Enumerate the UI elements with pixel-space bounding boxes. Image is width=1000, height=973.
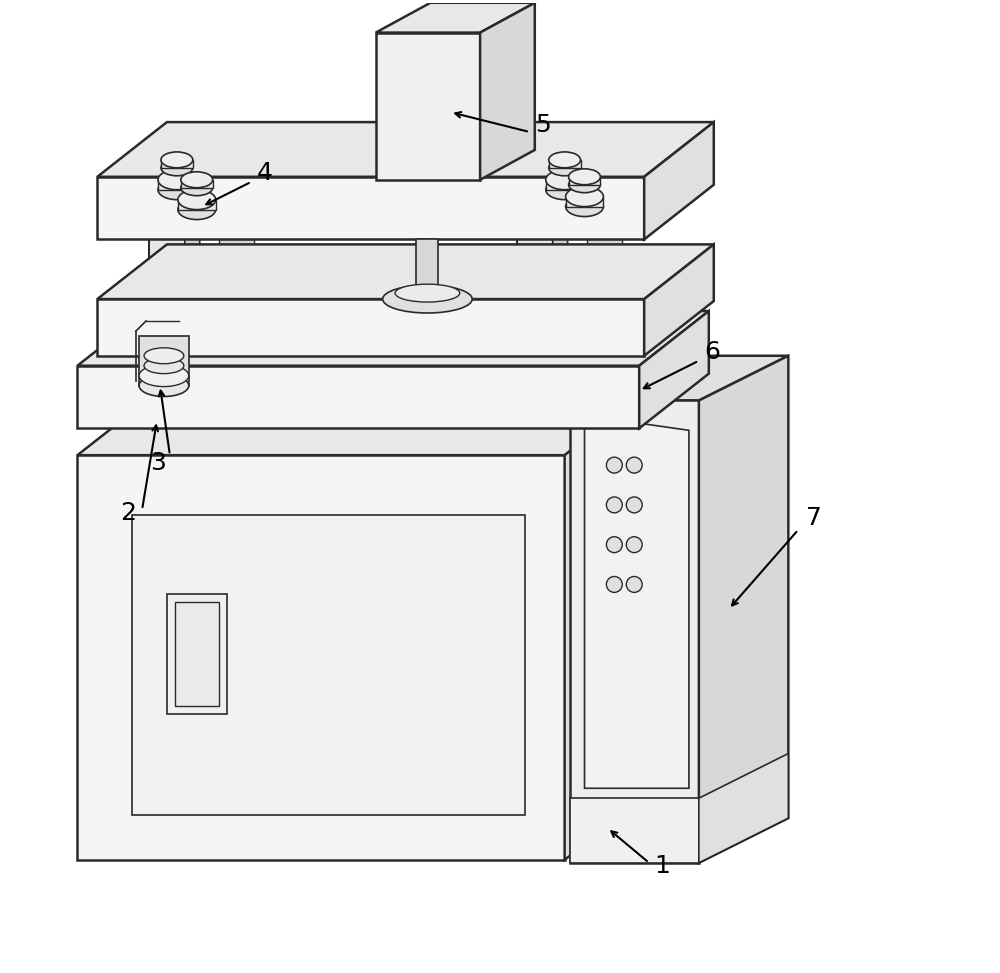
Ellipse shape [395, 284, 460, 302]
Polygon shape [639, 311, 709, 428]
Polygon shape [565, 401, 634, 860]
Ellipse shape [549, 160, 581, 176]
Ellipse shape [181, 180, 213, 196]
Circle shape [606, 537, 622, 553]
Ellipse shape [566, 197, 603, 217]
Polygon shape [161, 160, 193, 167]
Polygon shape [480, 3, 535, 180]
Text: 7: 7 [806, 506, 822, 529]
Ellipse shape [139, 365, 189, 386]
Polygon shape [158, 180, 196, 190]
Ellipse shape [566, 187, 603, 206]
Polygon shape [644, 244, 714, 356]
Polygon shape [97, 177, 644, 239]
Circle shape [626, 576, 642, 593]
Ellipse shape [383, 285, 472, 313]
Polygon shape [644, 122, 714, 239]
Polygon shape [587, 239, 622, 366]
Polygon shape [585, 415, 689, 788]
Ellipse shape [158, 180, 196, 199]
Polygon shape [376, 33, 480, 180]
Ellipse shape [161, 160, 193, 176]
Circle shape [626, 457, 642, 473]
Ellipse shape [569, 177, 600, 193]
Ellipse shape [161, 152, 193, 167]
Text: 4: 4 [256, 161, 272, 185]
Polygon shape [139, 336, 189, 385]
Polygon shape [546, 180, 584, 190]
Ellipse shape [549, 152, 581, 167]
Text: 2: 2 [120, 501, 136, 524]
Ellipse shape [546, 180, 584, 199]
Polygon shape [185, 211, 200, 366]
Polygon shape [132, 515, 525, 815]
Polygon shape [566, 197, 603, 206]
Polygon shape [219, 239, 254, 366]
Polygon shape [376, 3, 535, 33]
Polygon shape [570, 401, 699, 863]
Polygon shape [175, 602, 219, 705]
Circle shape [606, 497, 622, 513]
Polygon shape [77, 366, 639, 428]
Ellipse shape [144, 347, 184, 364]
Circle shape [626, 537, 642, 553]
Polygon shape [553, 211, 568, 366]
Polygon shape [97, 122, 714, 177]
Ellipse shape [546, 170, 584, 190]
Polygon shape [97, 299, 644, 356]
Polygon shape [569, 177, 600, 185]
Ellipse shape [178, 199, 216, 220]
Text: 6: 6 [704, 340, 720, 364]
Polygon shape [97, 244, 714, 299]
Circle shape [626, 497, 642, 513]
Ellipse shape [181, 172, 213, 188]
Ellipse shape [158, 170, 196, 190]
Text: 1: 1 [654, 853, 670, 878]
Polygon shape [549, 160, 581, 167]
Ellipse shape [139, 375, 189, 397]
Text: 3: 3 [150, 451, 166, 475]
Polygon shape [699, 356, 788, 863]
Circle shape [606, 457, 622, 473]
Circle shape [606, 576, 622, 593]
Polygon shape [178, 199, 216, 209]
Polygon shape [416, 239, 438, 299]
Polygon shape [77, 311, 709, 366]
Polygon shape [167, 595, 227, 713]
Polygon shape [570, 798, 699, 863]
Polygon shape [77, 401, 634, 455]
Polygon shape [77, 455, 565, 860]
Polygon shape [181, 180, 213, 188]
Ellipse shape [178, 190, 216, 209]
Polygon shape [699, 753, 788, 863]
Polygon shape [570, 356, 788, 401]
Polygon shape [149, 239, 185, 366]
Text: 5: 5 [535, 113, 551, 137]
Polygon shape [517, 239, 553, 366]
Ellipse shape [569, 169, 600, 185]
Ellipse shape [144, 358, 184, 374]
